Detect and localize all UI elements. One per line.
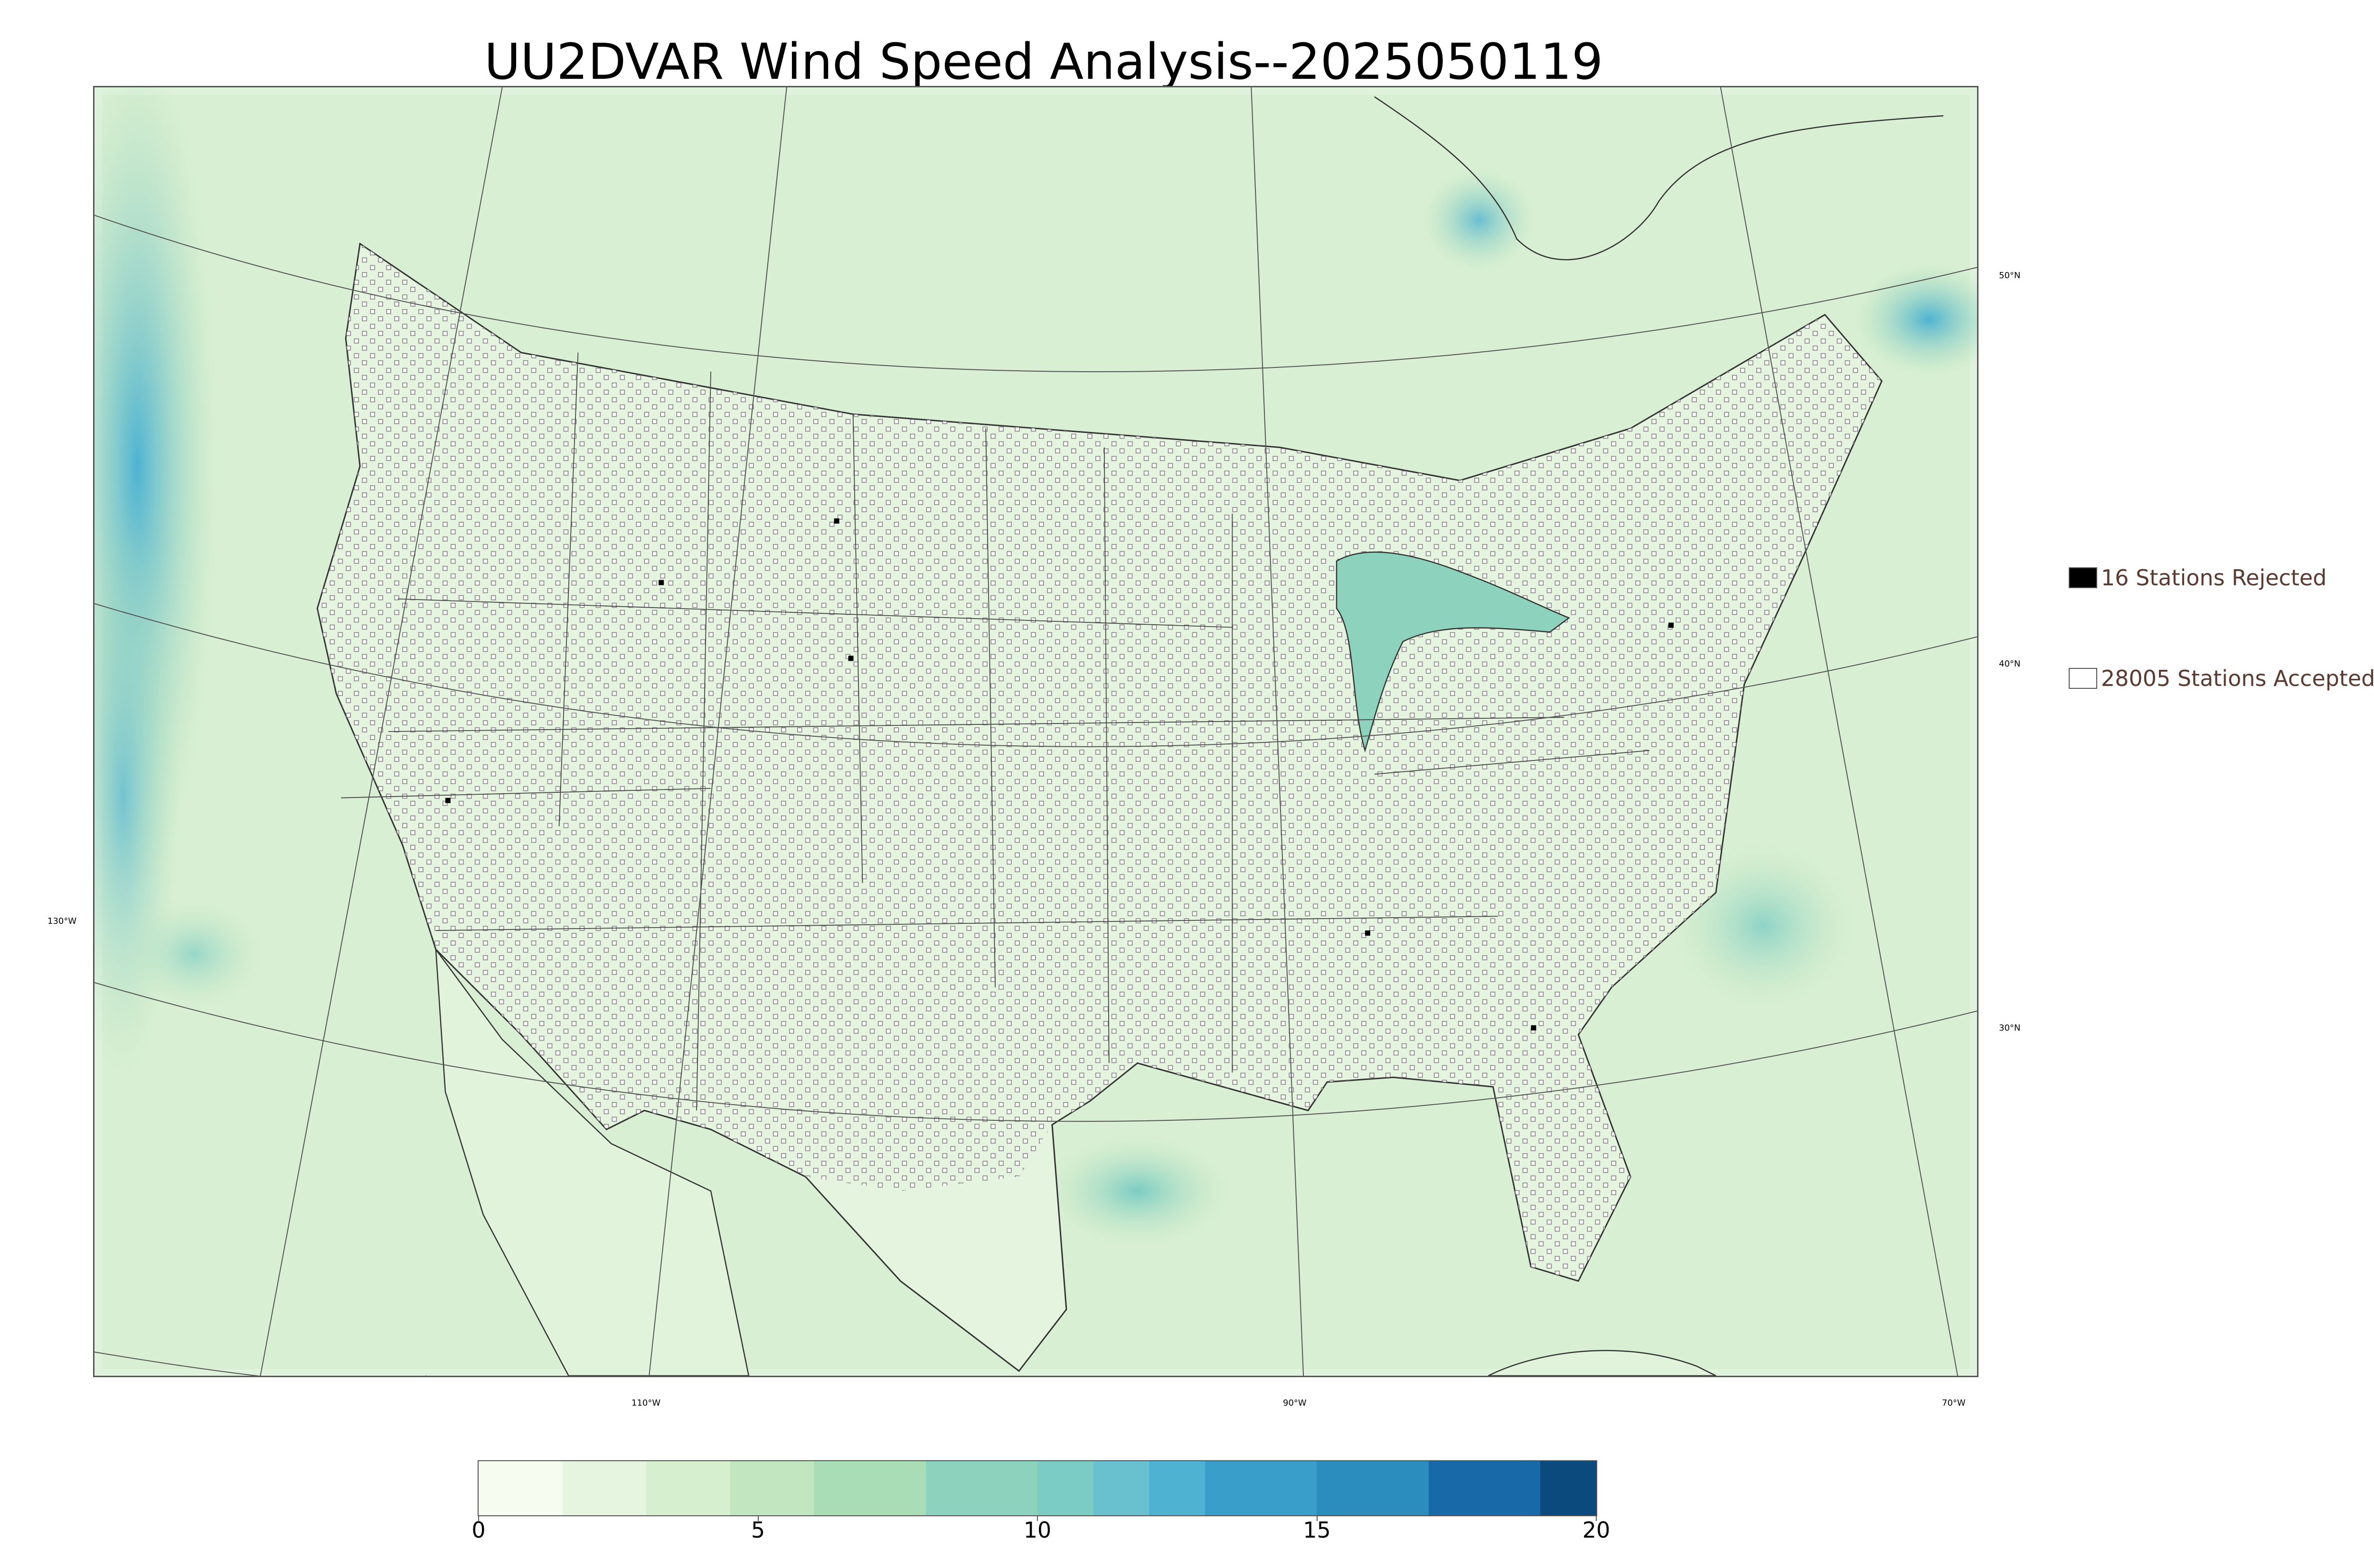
- graticule-lon-110: [649, 87, 787, 1376]
- rejected-station-marker: [1365, 930, 1370, 936]
- graticule-lat-30: [94, 982, 1977, 1122]
- colorbar-segment: [1093, 1461, 1149, 1515]
- rejected-station-marker: [1668, 622, 1674, 628]
- map-panel[interactable]: [93, 86, 1978, 1377]
- colorbar-segment: [1428, 1461, 1541, 1515]
- colorbar: [478, 1460, 1597, 1516]
- colorbar-tick-label: 5: [751, 1517, 765, 1543]
- colorbar-tick-label: 10: [1023, 1517, 1052, 1543]
- graticule-lat-50: [94, 215, 1977, 372]
- colorbar-tick-mark: [1596, 1516, 1597, 1521]
- mexico-land-outline: [435, 947, 750, 1376]
- colorbar-segment: [1540, 1461, 1596, 1515]
- legend-accepted-label: 28005 Stations Accepted: [2101, 666, 2374, 691]
- lat-label-30n: 30°N: [1999, 1023, 2021, 1033]
- rejected-station-marker: [834, 518, 839, 524]
- graticule-lon-70: [1720, 87, 1959, 1376]
- baja-wind-area: [122, 897, 265, 1011]
- legend-rejected: 16 Stations Rejected: [2069, 565, 2327, 591]
- colorbar-tick-mark: [478, 1516, 479, 1521]
- colorbar-tick-mark: [1037, 1516, 1038, 1521]
- colorbar-segment: [1149, 1461, 1206, 1515]
- colorbar-tick-mark: [757, 1516, 759, 1521]
- hudson-wind-area: [1422, 168, 1536, 272]
- lat-label-40n: 40°N: [1999, 659, 2021, 669]
- gulf-wind-area: [1042, 1134, 1233, 1248]
- rejected-station-marker: [659, 580, 664, 585]
- state-borders: [341, 352, 1650, 1111]
- colorbar-segment: [925, 1461, 1037, 1515]
- legend-rejected-label: 16 Stations Rejected: [2101, 565, 2327, 591]
- wind-speed-map[interactable]: [94, 87, 1977, 1376]
- colorbar-tick-label: 20: [1582, 1517, 1611, 1543]
- rejected-station-marker: [1531, 1025, 1536, 1031]
- colorbar-tick-label: 0: [471, 1517, 486, 1543]
- lon-label-130w: 130°W: [47, 916, 77, 926]
- rejected-station-marker: [445, 798, 451, 803]
- legend-rejected-swatch: [2069, 567, 2097, 588]
- legend-accepted-swatch: [2069, 668, 2097, 689]
- lon-label-110w: 110°W: [631, 1398, 661, 1408]
- legend-accepted: 28005 Stations Accepted: [2069, 666, 2374, 691]
- graticule-lon-90: [1251, 87, 1304, 1376]
- colorbar-tick-label: 15: [1303, 1517, 1331, 1543]
- colorbar-segment: [1317, 1461, 1429, 1515]
- colorbar-segment: [730, 1461, 814, 1515]
- graticule-lat-20: [94, 1352, 426, 1376]
- map-title: UU2DVAR Wind Speed Analysis--2025050119: [484, 33, 1603, 91]
- colorbar-segment: [1037, 1461, 1093, 1515]
- gulf-st-lawrence-wind: [1853, 263, 1977, 376]
- colorbar-segment: [814, 1461, 926, 1515]
- colorbar-tick-mark: [1316, 1516, 1318, 1521]
- lat-label-50n: 50°N: [1999, 271, 2021, 281]
- rejected-station-marker: [848, 656, 854, 661]
- lon-label-70w: 70°W: [1942, 1398, 1966, 1408]
- graticule-lon-120: [260, 87, 503, 1376]
- great-lakes: [1336, 551, 1570, 753]
- colorbar-segment: [1205, 1461, 1317, 1515]
- cuba-outline: [1488, 1350, 1716, 1376]
- graticule-lat-40: [94, 603, 1977, 747]
- colorbar-segment: [562, 1461, 647, 1515]
- lon-label-90w: 90°W: [1283, 1398, 1307, 1408]
- colorbar-segment: [479, 1461, 563, 1515]
- colorbar-segment: [646, 1461, 730, 1515]
- canada-coast: [1374, 96, 1944, 261]
